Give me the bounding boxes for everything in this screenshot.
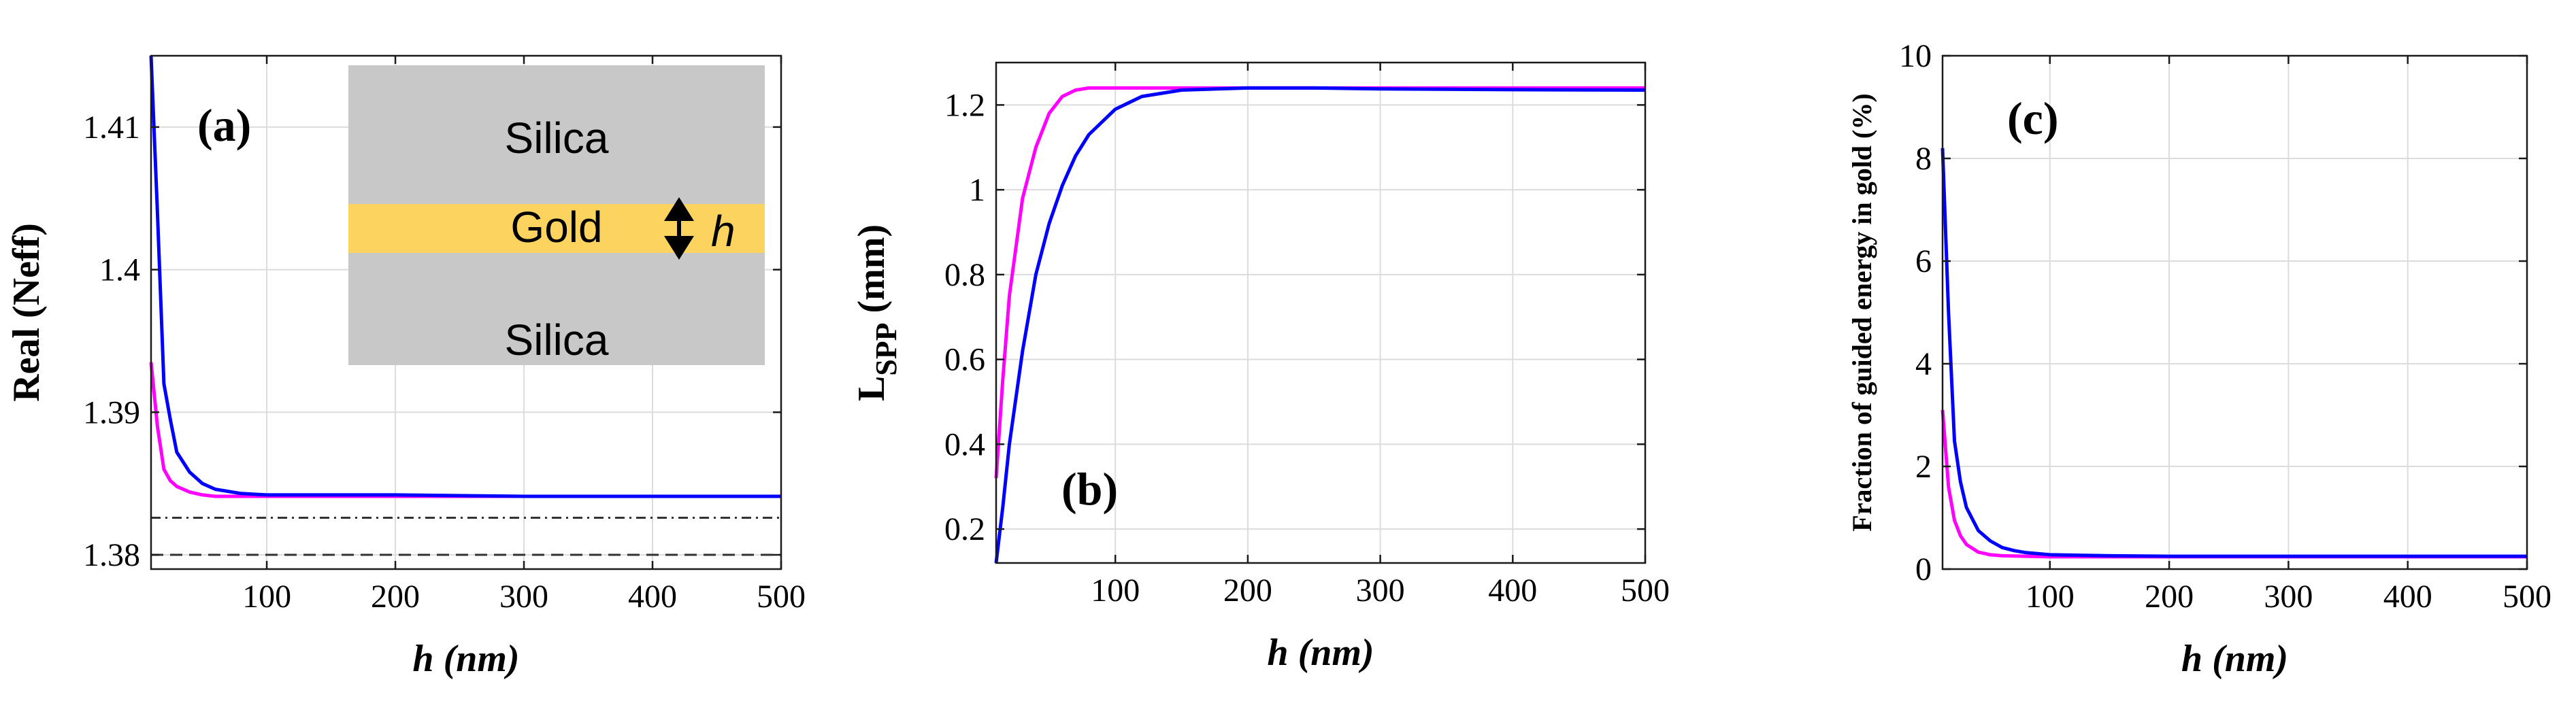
panel-label: (c)	[2007, 92, 2058, 144]
inset-label-gold: Gold	[510, 203, 602, 252]
axes-frame	[150, 54, 782, 570]
x-tick-label: 100	[2026, 579, 2075, 615]
y-tick-label: 1.38	[83, 537, 140, 573]
x-tick-label: 200	[371, 579, 420, 615]
y-tick-label: 1.39	[83, 394, 140, 430]
plot-area	[1943, 56, 2527, 569]
panel-label: (b)	[1061, 463, 1118, 515]
x-tick-label: 200	[1223, 572, 1272, 609]
y-tick-label: 6	[1915, 243, 1932, 279]
x-tick-label: 400	[2383, 579, 2432, 615]
y-tick-label: 0.2	[944, 511, 985, 547]
x-tick-label: 500	[757, 579, 806, 615]
inset-label-silica-top: Silica	[505, 114, 609, 163]
y-tick-label: 2	[1915, 449, 1932, 485]
x-tick-label: 200	[2145, 579, 2194, 615]
series-line-blue	[994, 86, 1646, 564]
inset-thickness-label: h	[711, 207, 736, 256]
y-tick-label: 1.41	[83, 109, 140, 146]
y-tick-label: 1	[969, 172, 985, 208]
panel-a: Silica Gold Silica h 100 200 300 400 500 1.38 1.39…	[5, 54, 806, 680]
plot-area	[996, 63, 1645, 563]
panel-label: (a)	[197, 99, 251, 151]
y-axis-label: Fraction of guided energy in gold (%)	[1847, 93, 1877, 531]
x-tick-label: 500	[1621, 572, 1670, 609]
y-tick-label: 10	[1899, 38, 1932, 74]
x-tick-label: 400	[1488, 572, 1537, 609]
x-tick-label: 300	[1356, 572, 1405, 609]
y-axis-label-main: L	[851, 376, 893, 401]
x-tick-label: 500	[2503, 579, 2552, 615]
inset-gold-layer	[348, 204, 765, 253]
x-tick-label: 100	[1091, 572, 1140, 609]
y-axis-label-sub: SPP	[870, 323, 903, 376]
y-axis-label-unit: (mm)	[851, 224, 893, 323]
axes-frame	[995, 61, 1647, 564]
inset-silica-top	[348, 65, 765, 204]
y-tick-label: 0.8	[944, 257, 985, 293]
y-tick-label: 4	[1915, 346, 1932, 382]
inset-label-silica-bottom: Silica	[505, 315, 609, 364]
y-tick-label: 0	[1915, 551, 1932, 587]
x-axis-label: h (nm)	[2181, 638, 2288, 680]
x-axis-label: h (nm)	[412, 638, 519, 680]
x-axis-label: h (nm)	[1267, 632, 1374, 674]
x-tick-label: 400	[628, 579, 677, 615]
inset-silica-bottom	[348, 253, 765, 365]
series-line-blue	[1941, 148, 2527, 558]
x-tick-label: 300	[499, 579, 548, 615]
panel-c: 100 200 300 400 500 0 2 4 6 8 10 h (nm) Fraction of …	[1847, 38, 2552, 680]
axes-frame	[1941, 54, 2528, 570]
x-tick-label: 100	[242, 579, 291, 615]
y-tick-label: 8	[1915, 141, 1932, 177]
y-tick-label: 1.2	[944, 87, 985, 123]
y-tick-label: 0.4	[944, 426, 985, 462]
y-tick-label: 0.6	[944, 342, 985, 378]
x-tick-label: 300	[2264, 579, 2313, 615]
y-tick-label: 1.4	[99, 252, 140, 288]
y-axis-label: Real (Neff)	[5, 223, 48, 402]
panel-b: 100 200 300 400 500 0.2 0.4 0.6 0.8 1 1.2 h (nm) LSP…	[851, 61, 1670, 674]
series-line-blue	[149, 55, 781, 498]
y-axis-label: LSPP (mm)	[851, 224, 903, 401]
